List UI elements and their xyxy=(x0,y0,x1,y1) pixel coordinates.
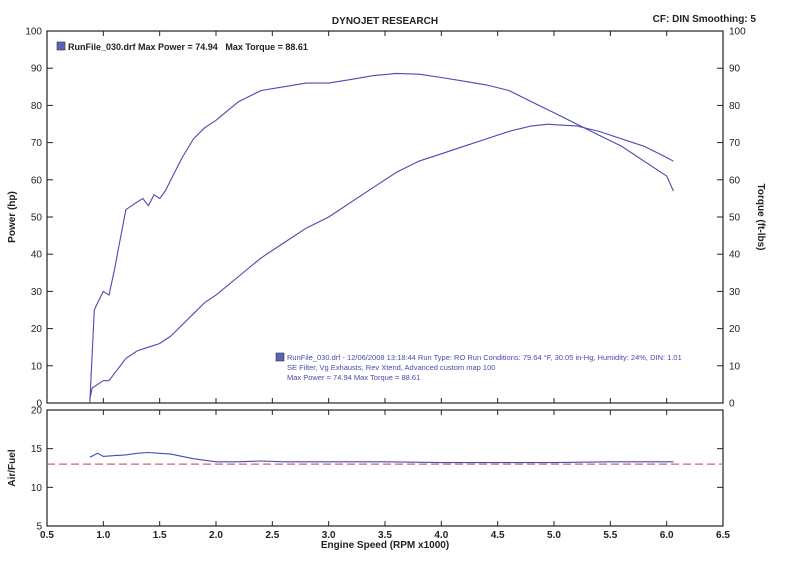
x-tick-label: 6.5 xyxy=(716,530,730,541)
y-axis-title-power: Power (hp) xyxy=(7,191,18,243)
y-tick-label-right: 40 xyxy=(729,250,741,261)
afr-tick-label: 5 xyxy=(36,522,42,533)
run-info-line-2: SE Filter, Vg Exhausts, Rev Xtend, Advan… xyxy=(287,363,495,372)
series-layer xyxy=(47,72,723,465)
legend-entry: RunFile_030.drf Max Power = 74.94 Max To… xyxy=(68,42,308,52)
y-tick-label-right: 50 xyxy=(729,213,741,224)
run-info-swatch xyxy=(275,352,285,362)
y-axis-title-torque: Torque (ft-lbs) xyxy=(755,183,766,250)
series-line-power xyxy=(89,123,674,400)
x-tick-label: 1.0 xyxy=(96,530,110,541)
y-tick-label-right: 80 xyxy=(729,101,741,112)
chart-settings: CF: DIN Smoothing: 5 xyxy=(653,14,757,25)
y-tick-label-right: 60 xyxy=(729,175,741,186)
x-axis-title: Engine Speed (RPM x1000) xyxy=(321,540,449,551)
run-info-line-1: RunFile_030.drf - 12/06/2008 13:18:44 Ru… xyxy=(287,353,682,362)
y-tick-label-left: 20 xyxy=(31,324,43,335)
x-tick-label: 1.5 xyxy=(153,530,167,541)
y-tick-label-left: 30 xyxy=(31,287,43,298)
x-tick-label: 6.0 xyxy=(660,530,674,541)
x-tick-label: 2.0 xyxy=(209,530,223,541)
y-tick-label-right: 100 xyxy=(729,27,746,38)
y-tick-label-right: 70 xyxy=(729,138,741,149)
x-tick-label: 0.5 xyxy=(40,530,54,541)
y-tick-label-left: 70 xyxy=(31,138,43,149)
series-line-torque xyxy=(89,72,674,404)
x-tick-label: 4.5 xyxy=(491,530,505,541)
x-tick-label: 2.5 xyxy=(265,530,279,541)
x-tick-label: 3.0 xyxy=(322,530,336,541)
series-line-air-fuel xyxy=(89,451,674,464)
x-tick-label: 5.5 xyxy=(603,530,617,541)
y-tick-label-right: 30 xyxy=(729,287,741,298)
x-tick-label: 4.0 xyxy=(434,530,448,541)
legend-swatch xyxy=(56,41,66,51)
afr-plot-frame xyxy=(46,409,724,527)
y-tick-label-left: 80 xyxy=(31,101,43,112)
ticks-layer: 0 10 20 30 40 50 60 70 80 90 100 0 10 20 30 40 50 60 70 80 9… xyxy=(25,27,746,542)
x-tick-label: 5.0 xyxy=(547,530,561,541)
y-tick-label-left: 100 xyxy=(25,27,42,38)
y-tick-label-right: 0 xyxy=(729,399,735,410)
afr-tick-label: 10 xyxy=(31,483,43,494)
y-tick-label-left: 90 xyxy=(31,64,43,75)
y-tick-label-left: 0 xyxy=(36,399,42,410)
afr-tick-label: 20 xyxy=(31,406,43,417)
y-tick-label-left: 40 xyxy=(31,250,43,261)
run-info-line-3: Max Power = 74.94 Max Torque = 88.61 xyxy=(287,373,420,382)
chart-title: DYNOJET RESEARCH xyxy=(332,16,438,27)
y-tick-label-right: 90 xyxy=(729,64,741,75)
y-tick-label-left: 50 xyxy=(31,213,43,224)
afr-tick-label: 15 xyxy=(31,444,43,455)
y-tick-label-left: 60 xyxy=(31,175,43,186)
y-tick-label-left: 10 xyxy=(31,361,43,372)
y-tick-label-right: 10 xyxy=(729,361,741,372)
y-tick-label-right: 20 xyxy=(729,324,741,335)
x-tick-label: 3.5 xyxy=(378,530,392,541)
y-axis-title-afr: Air/Fuel xyxy=(7,449,18,486)
